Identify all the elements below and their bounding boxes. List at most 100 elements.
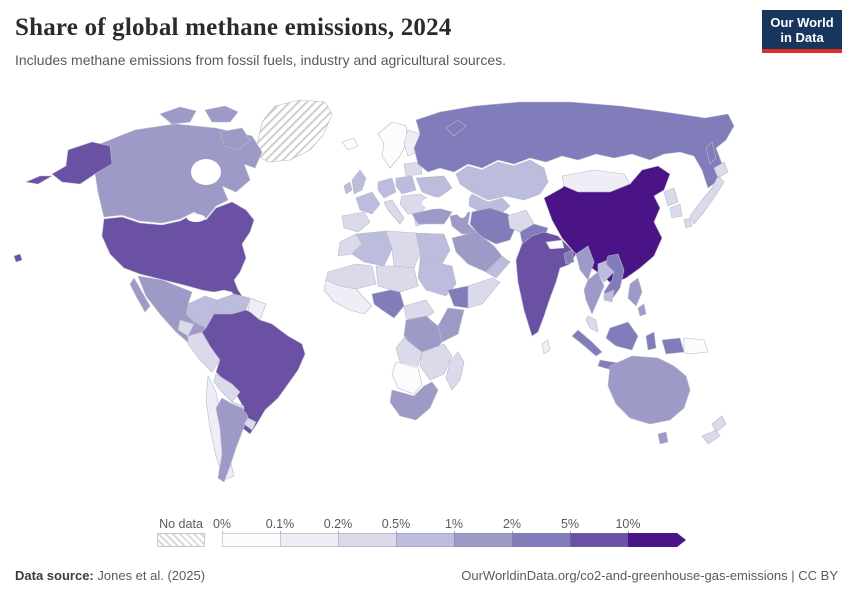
country-west-papua[interactable] — [661, 337, 685, 355]
citation: OurWorldinData.org/co2-and-greenhouse-ga… — [461, 568, 838, 583]
country-yemen-oman[interactable] — [485, 255, 511, 279]
country-sumatra[interactable] — [571, 329, 603, 357]
country-novaya-zemlya[interactable] — [445, 119, 467, 137]
country-arctic-islands-a[interactable] — [159, 106, 197, 125]
country-north-korea[interactable] — [663, 187, 679, 207]
citation-separator: | — [791, 568, 795, 583]
data-source-value: Jones et al. (2025) — [97, 568, 206, 583]
page-subtitle: Includes methane emissions from fossil f… — [15, 52, 506, 68]
country-egypt[interactable] — [415, 232, 451, 265]
country-south-korea[interactable] — [669, 203, 683, 219]
legend-bin->10%[interactable] — [628, 533, 686, 547]
country-russia[interactable] — [413, 101, 735, 189]
country-bangladesh[interactable] — [563, 249, 575, 265]
country-kazakhstan[interactable] — [455, 159, 549, 201]
map-legend: No data 0% 0.1% 0.2% 0.5% 1% 2% 5% 10% — [157, 517, 700, 547]
country-cambodia[interactable] — [603, 289, 615, 303]
country-malay-peninsula[interactable] — [585, 315, 599, 333]
legend-color-bar: 0% 0.1% 0.2% 0.5% 1% 2% 5% 10% — [213, 517, 700, 547]
legend-no-data-label: No data — [159, 517, 203, 531]
country-arctic-islands-b[interactable] — [204, 105, 239, 123]
country-uruguay[interactable] — [243, 417, 257, 431]
country-france[interactable] — [355, 191, 381, 215]
country-baffin[interactable] — [219, 127, 251, 151]
country-india[interactable] — [515, 231, 577, 337]
legend-tick-label: 0.1% — [265, 517, 295, 531]
country-philippines[interactable] — [627, 277, 647, 317]
legend-bin-1–2%[interactable] — [454, 533, 512, 547]
legend-bin-5–10%[interactable] — [570, 533, 628, 547]
country-ireland[interactable] — [343, 181, 353, 195]
data-source-label: Data source: — [15, 568, 94, 583]
country-myanmar[interactable] — [575, 245, 595, 281]
country-kenya-tanzania[interactable] — [437, 307, 465, 343]
country-spain[interactable] — [341, 211, 371, 233]
legend-tick-label: 2% — [502, 517, 522, 531]
country-algeria[interactable] — [351, 230, 393, 267]
legend-bin-0–0.1%[interactable] — [222, 533, 280, 547]
country-sakhalin[interactable] — [705, 141, 717, 165]
country-madagascar[interactable] — [445, 351, 465, 391]
country-baja[interactable] — [129, 277, 151, 313]
legend-tick-label: 10% — [615, 517, 641, 531]
country-tasmania[interactable] — [657, 431, 669, 445]
black-sea — [422, 197, 448, 209]
country-aleutians[interactable] — [25, 175, 53, 185]
country-zambia-mozambique[interactable] — [419, 343, 453, 381]
country-iran[interactable] — [469, 207, 517, 245]
country-usa[interactable] — [101, 201, 255, 305]
country-uk[interactable] — [351, 169, 367, 195]
country-thailand[interactable] — [583, 271, 605, 315]
license-label: CC BY — [798, 568, 838, 583]
country-somalia[interactable] — [467, 277, 501, 309]
country-sri-lanka[interactable] — [541, 339, 551, 355]
legend-bin-0.2–0.5%[interactable] — [338, 533, 396, 547]
country-borneo[interactable] — [605, 321, 639, 351]
citation-link[interactable]: OurWorldinData.org/co2-and-greenhouse-ga… — [461, 568, 788, 583]
country-poland[interactable] — [395, 175, 417, 195]
country-ukraine[interactable] — [415, 175, 453, 199]
country-brazil[interactable] — [201, 309, 306, 435]
country-turkey[interactable] — [411, 207, 453, 225]
owid-logo-line2: in Data — [780, 30, 824, 45]
legend-tick-label: 5% — [560, 517, 580, 531]
country-namibia-botswana[interactable] — [391, 361, 423, 395]
owid-logo-line1: Our World — [770, 15, 834, 30]
country-norway-sweden[interactable] — [377, 121, 409, 169]
country-angola[interactable] — [395, 337, 423, 367]
great-lakes — [187, 214, 205, 222]
country-hawaii[interactable] — [13, 253, 23, 263]
legend-no-data: No data — [157, 517, 205, 547]
legend-bin-0.1–0.2%[interactable] — [280, 533, 338, 547]
country-papua-new-guinea[interactable] — [683, 337, 709, 355]
country-baltics-belarus[interactable] — [403, 161, 423, 177]
country-sulawesi[interactable] — [645, 331, 657, 351]
country-japan[interactable] — [683, 161, 729, 229]
water-bodies — [187, 159, 469, 222]
legend-bin-0.5–1%[interactable] — [396, 533, 454, 547]
country-west-africa[interactable] — [323, 279, 373, 315]
owid-logo[interactable]: Our World in Data — [762, 10, 842, 53]
caspian-sea — [455, 188, 469, 218]
country-argentina[interactable] — [215, 397, 249, 483]
country-south-africa[interactable] — [389, 381, 439, 421]
country-new-zealand[interactable] — [701, 415, 727, 445]
country-alaska[interactable] — [51, 141, 113, 185]
country-nepal[interactable] — [545, 239, 565, 250]
legend-no-data-swatch[interactable] — [157, 533, 205, 547]
country-iceland[interactable] — [341, 137, 359, 151]
country-niger-chad[interactable] — [375, 265, 419, 293]
world-map — [10, 92, 840, 514]
country-italy[interactable] — [383, 199, 405, 225]
country-greenland[interactable] — [254, 99, 333, 163]
page-title: Share of global methane emissions, 2024 — [15, 14, 452, 41]
country-australia[interactable] — [607, 355, 691, 425]
legend-bin-2–5%[interactable] — [512, 533, 570, 547]
legend-tick-label: 0.5% — [381, 517, 411, 531]
country-nigeria[interactable] — [371, 289, 405, 319]
chart-footer: Data source: Jones et al. (2025) OurWorl… — [15, 568, 838, 583]
country-germany[interactable] — [377, 177, 397, 199]
hudson-bay — [191, 159, 221, 185]
legend-tick-label: 1% — [444, 517, 464, 531]
